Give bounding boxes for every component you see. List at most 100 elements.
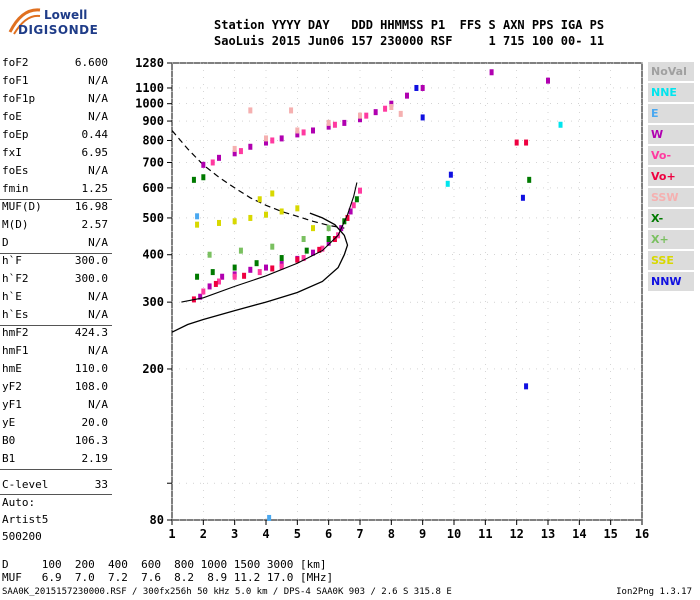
param-key: h`Es [2, 308, 29, 321]
echo-point [351, 202, 356, 209]
echo-point [220, 273, 225, 280]
echo-point [264, 135, 268, 142]
param-row: foF1 N/A [0, 72, 112, 90]
param-row: foE N/A [0, 108, 112, 126]
echo-point [524, 383, 529, 390]
echo-point [217, 154, 221, 161]
muf-distance-line1: D 100 200 400 600 800 1000 1500 3000 [km… [2, 558, 327, 571]
y-tick-label: 800 [142, 133, 164, 147]
param-value: 300.0 [74, 254, 108, 267]
param-value: 1.25 [81, 182, 109, 195]
param-row: yE 20.0 [0, 414, 112, 432]
echo-point [414, 84, 419, 91]
param-row: hmF2 424.3 [0, 324, 112, 342]
echo-point [198, 293, 203, 300]
param-key: D [2, 236, 9, 249]
header-line1: Station YYYY DAY DDD HHMMSS P1 FFS S AXN… [214, 18, 605, 32]
echo-point [248, 214, 253, 221]
y-tick-label: 1000 [135, 97, 164, 111]
x-tick-label: 5 [294, 527, 301, 541]
muf-distance-line2: MUF 6.9 7.0 7.2 7.6 8.2 8.9 11.2 17.0 [M… [2, 571, 334, 584]
echo-point [270, 243, 275, 250]
param-value: N/A [88, 74, 108, 87]
echo-point [217, 278, 221, 285]
echo-point [195, 273, 200, 280]
echo-point [389, 100, 394, 107]
echo-point [345, 214, 350, 221]
echo-point [191, 176, 196, 183]
echo-point [207, 283, 212, 290]
param-value: 20.0 [81, 416, 109, 429]
param-row: yF1 N/A [0, 396, 112, 414]
echo-point [383, 105, 388, 112]
y-tick-label: 600 [142, 181, 164, 195]
echo-point [232, 218, 237, 225]
echo-point [267, 514, 272, 521]
x-tick-label: 9 [419, 527, 426, 541]
echo-point [524, 139, 529, 146]
param-value: N/A [88, 398, 108, 411]
x-tick-label: 4 [262, 527, 269, 541]
param-value: N/A [88, 290, 108, 303]
lowell-digisonde-logo: Lowell DIGISONDE [8, 6, 128, 48]
echo-point [311, 249, 315, 256]
echo-point [232, 145, 237, 152]
parameter-panel: foF2 6.600 foF1 N/A foF1p N/A foE N/A foEp 0.44 fx… [0, 54, 112, 546]
echo-point [295, 205, 300, 212]
echo-point [279, 255, 284, 262]
y-tick-label: 900 [142, 114, 164, 128]
param-row: foF1p N/A [0, 90, 112, 108]
echo-point [373, 109, 378, 116]
echo-point [489, 69, 494, 76]
param-row: B0 106.3 [0, 432, 112, 450]
param-key: foE [2, 110, 22, 123]
echo-point [320, 245, 325, 252]
echo-point [279, 135, 284, 142]
legend-item-e: E [648, 104, 694, 123]
param-row: fxI 6.95 [0, 144, 112, 162]
echo-point [546, 77, 550, 84]
param-key: foF2 [2, 56, 29, 69]
echo-point [301, 236, 306, 243]
echo-point [332, 121, 337, 128]
echo-point [301, 255, 306, 262]
logo-swoosh-icon [8, 8, 41, 35]
echo-point [295, 131, 300, 138]
echo-point [295, 127, 300, 134]
x-tick-label: 13 [541, 527, 555, 541]
clevel-row: C-level 33 [0, 476, 112, 494]
echo-point [270, 137, 275, 144]
echo-point [201, 288, 206, 295]
param-key: foEp [2, 128, 29, 141]
echo-point [270, 265, 275, 272]
x-tick-label: 16 [635, 527, 649, 541]
param-row: MUF(D) 16.98 [0, 198, 112, 216]
echo-point [311, 225, 315, 232]
param-row: M(D) 2.57 [0, 216, 112, 234]
x-tick-label: 3 [231, 527, 238, 541]
param-divider [0, 325, 112, 326]
echo-point [295, 256, 300, 263]
echo-point [232, 264, 237, 271]
param-row: B1 2.19 [0, 450, 112, 468]
param-key: fxI [2, 146, 22, 159]
auto-line1: Auto: [2, 496, 36, 509]
param-key: h`E [2, 290, 22, 303]
echo-point [358, 112, 362, 119]
echo-point [514, 139, 519, 146]
footer-info: SAA0K_2015157230000.RSF / 300fx256h 50 k… [2, 587, 452, 597]
param-key: yF2 [2, 380, 22, 393]
echo-point [210, 159, 215, 166]
echo-point [238, 148, 243, 155]
param-value: 2.19 [81, 452, 109, 465]
param-value: N/A [88, 92, 108, 105]
param-key: B0 [2, 434, 16, 447]
param-value: 108.0 [74, 380, 108, 393]
x-tick-label: 15 [603, 527, 617, 541]
param-divider [0, 199, 112, 200]
param-value: 110.0 [74, 362, 108, 375]
echo-point [279, 263, 284, 270]
param-value: 0.44 [81, 128, 109, 141]
echo-point [398, 110, 403, 117]
echo-point [248, 266, 253, 273]
